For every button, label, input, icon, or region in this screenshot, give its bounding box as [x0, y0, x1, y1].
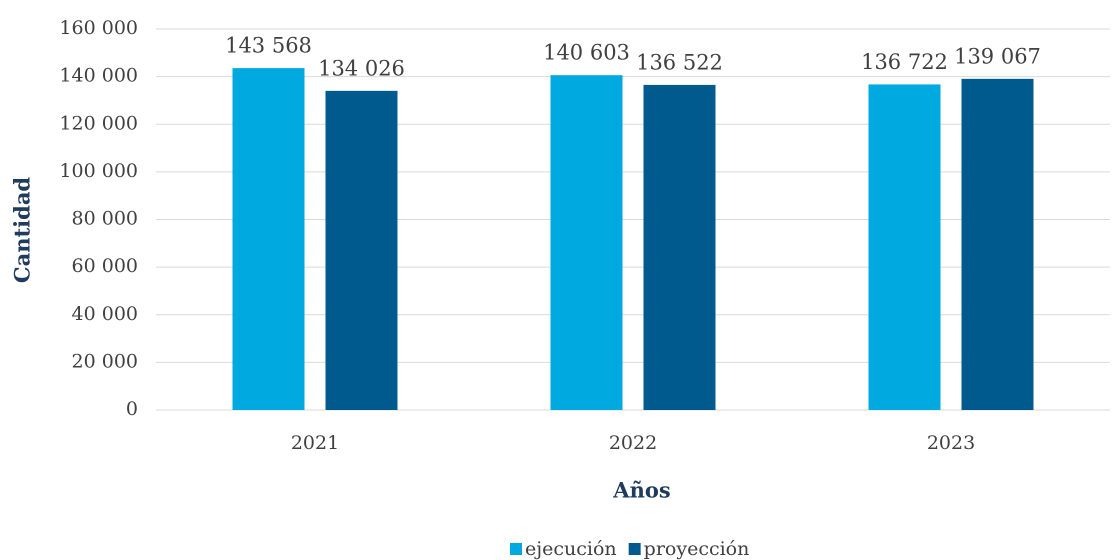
y-tick-label: 160 000: [59, 17, 138, 39]
y-tick-label: 40 000: [72, 303, 138, 325]
bar: [643, 84, 716, 411]
y-tick-label: 120 000: [59, 112, 138, 134]
y-tick-label: 80 000: [72, 208, 138, 230]
y-tick-label: 0: [126, 398, 138, 420]
data-label: 139 067: [954, 44, 1041, 68]
data-label: 136 522: [636, 50, 723, 74]
bar: [961, 78, 1034, 410]
legend-label: proyección: [644, 538, 750, 560]
x-axis-title: Años: [612, 478, 670, 503]
legend-swatch: [628, 543, 641, 555]
bar: [868, 84, 941, 411]
y-tick-label: 140 000: [59, 65, 138, 87]
y-tick-label: 100 000: [59, 160, 138, 182]
data-label: 140 603: [543, 41, 630, 65]
x-tick-label: 2021: [291, 432, 339, 454]
bar: [232, 68, 305, 411]
bar: [550, 75, 623, 410]
bar: [325, 90, 398, 410]
data-label: 143 568: [225, 34, 312, 58]
x-tick-label: 2023: [927, 432, 975, 454]
y-axis-title: Cantidad: [10, 177, 35, 284]
y-tick-label: 60 000: [72, 255, 138, 277]
x-tick-label: 2022: [609, 432, 657, 454]
y-tick-label: 20 000: [72, 350, 138, 372]
legend-swatch: [510, 543, 522, 555]
data-label: 134 026: [318, 56, 405, 80]
data-label: 136 722: [861, 50, 948, 74]
legend-label: ejecución: [525, 538, 617, 560]
